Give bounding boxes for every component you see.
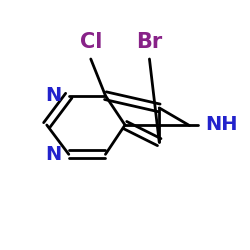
Text: N: N xyxy=(45,145,62,164)
Text: Cl: Cl xyxy=(80,32,102,52)
Text: N: N xyxy=(45,86,62,105)
Text: NH: NH xyxy=(206,116,238,134)
Text: Br: Br xyxy=(136,32,162,52)
